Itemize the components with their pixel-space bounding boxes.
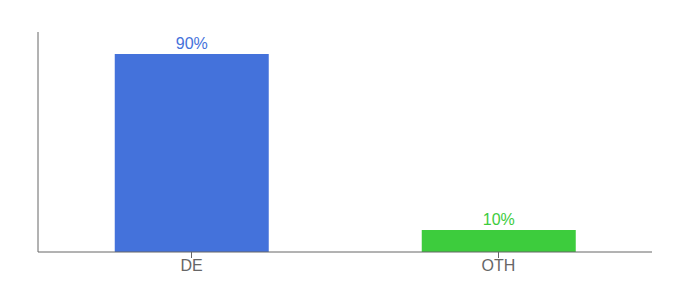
svg-text:DE: DE [180, 257, 202, 274]
svg-text:10%: 10% [483, 211, 515, 228]
svg-text:90%: 90% [176, 35, 208, 52]
svg-text:OTH: OTH [482, 257, 516, 274]
